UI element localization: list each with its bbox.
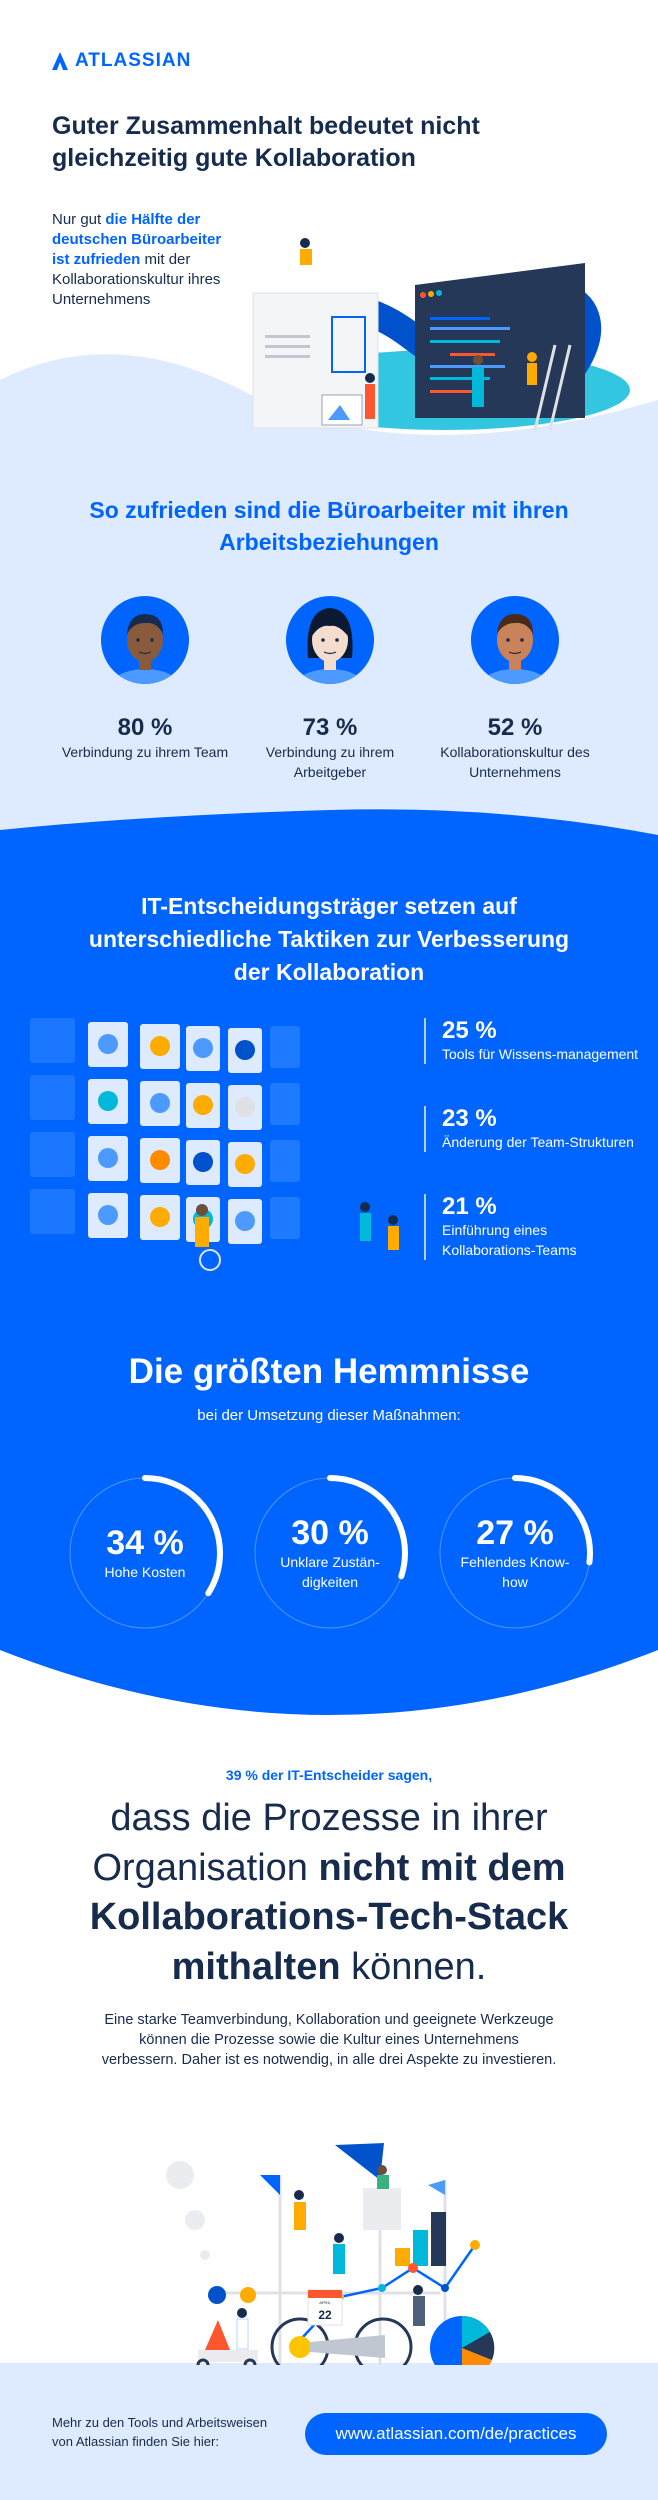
obstacle-value: 27 % [476, 1514, 554, 1552]
tactic-value: 25 % [442, 1017, 497, 1044]
tactic-stat: 21 % Einführung eines Kollaborations-Tea… [424, 1194, 642, 1260]
satisfaction-value: 52 % [487, 714, 543, 741]
people-cheering-figures [195, 1202, 399, 1271]
person-avatar-icon [478, 614, 552, 684]
obstacle-value: 34 % [106, 1524, 184, 1562]
atlassian-logo[interactable]: ATLASSIAN [52, 50, 191, 72]
avatar [101, 596, 189, 684]
tactic-value: 21 % [442, 1193, 497, 1220]
intro-prefix: Nur gut [52, 211, 106, 228]
person-avatar-icon [108, 614, 182, 684]
calendar-month: APRIL [319, 2300, 331, 2305]
intro-suffix: mit der Kollaborationskultur ihres Unter… [52, 251, 221, 308]
obstacle-label: Hohe Kosten [104, 1564, 186, 1580]
satisfaction-value: 73 % [302, 714, 358, 741]
obstacle-ring: 34 % Hohe Kosten [60, 1468, 230, 1638]
tactic-label: Einführung eines Kollaborations-Teams [442, 1222, 577, 1258]
avatar [471, 596, 559, 684]
tactic-value: 23 % [442, 1105, 497, 1132]
progress-ring [252, 1475, 408, 1631]
practices-link-button[interactable]: www.atlassian.com/de/practices [305, 2413, 607, 2455]
satisfaction-label: Verbindung zu ihrem Team [61, 744, 229, 760]
atlassian-mark-icon [52, 52, 68, 70]
avatar [286, 596, 374, 684]
satisfaction-item: 80 % Verbindung zu ihrem Team [52, 596, 238, 762]
satisfaction-label: Verbindung zu ihrem Arbeitgeber [265, 744, 395, 780]
tactic-label: Änderung der Team-Strukturen [442, 1134, 634, 1150]
obstacle-label: Unklare Zustän-digkeiten [280, 1554, 380, 1590]
quote-part-2: können. [340, 1945, 487, 1988]
quote-paragraph: Eine starke Teamverbindung, Kollaboratio… [101, 2012, 557, 2068]
tactic-stat: 25 % Tools für Wissens-management [424, 1018, 642, 1064]
quote-part-1: dass die Prozesse in ihrer Organisation [92, 1797, 548, 1889]
obstacle-ring: 30 % Unklare Zustän-digkeiten [245, 1468, 415, 1638]
obstacle-ring: 27 % Fehlendes Know-how [430, 1468, 600, 1638]
ladder [533, 344, 557, 430]
tactics-heading: IT-Entscheidungsträger setzen auf unters… [88, 893, 570, 985]
obstacles-subheading: bei der Umsetzung dieser Maßnahmen: [197, 1407, 461, 1424]
sun-icon [470, 2240, 480, 2250]
quote-bold: nicht mit dem Kollaborations-Tech-Stack … [89, 1846, 569, 1988]
progress-ring [67, 1475, 223, 1631]
obstacles-heading: Die größten Hemmnisse [128, 1352, 530, 1391]
quote-kicker: 39 % der IT-Entscheider sagen, [225, 1767, 433, 1783]
progress-arc [67, 1475, 223, 1631]
intro-highlight: die Hälfte der deutschen Büroarbeiter is… [52, 211, 222, 268]
app-tiles-illustration [30, 1018, 399, 1271]
flask-icon [205, 2320, 230, 2350]
hero-title: Guter Zusammenhalt bedeutet nicht gleich… [52, 112, 480, 172]
tactic-label: Tools für Wissens-management [442, 1046, 639, 1062]
obstacle-label: Fehlendes Know-how [460, 1554, 570, 1590]
satisfaction-item: 73 % Verbindung zu ihrem Arbeitgeber [237, 596, 423, 782]
lookout-bucket [363, 2188, 401, 2230]
satisfaction-heading: So zufrieden sind die Büroarbeiter mit i… [89, 497, 569, 555]
satisfaction-label: Kollaborationskultur des Unternehmens [440, 744, 590, 780]
footer-text: Mehr zu den Tools und Arbeitsweisen von … [52, 2415, 268, 2449]
bar-chart-icon [395, 2248, 410, 2266]
collaboration-machine-illustration: APRIL 22 [166, 2143, 495, 2365]
progress-arc [437, 1475, 593, 1631]
calendar-day: 22 [318, 2308, 332, 2322]
hero-intro: Nur gut die Hälfte der deutschen Büroarb… [52, 210, 242, 310]
progress-ring [437, 1475, 593, 1631]
satisfaction-item: 52 % Kollaborationskultur des Unternehme… [422, 596, 608, 782]
person-figure [527, 352, 537, 362]
progress-arc [252, 1475, 408, 1631]
tactic-stat: 23 % Änderung der Team-Strukturen [424, 1106, 642, 1152]
brand-name: ATLASSIAN [75, 50, 192, 71]
obstacle-value: 30 % [291, 1514, 369, 1552]
quote-text: dass die Prozesse in ihrer Organisation … [40, 1794, 618, 1992]
satisfaction-value: 80 % [117, 714, 173, 741]
person-avatar-icon [293, 608, 367, 684]
hero-illustration [252, 238, 630, 430]
flag-icon [335, 2143, 384, 2180]
